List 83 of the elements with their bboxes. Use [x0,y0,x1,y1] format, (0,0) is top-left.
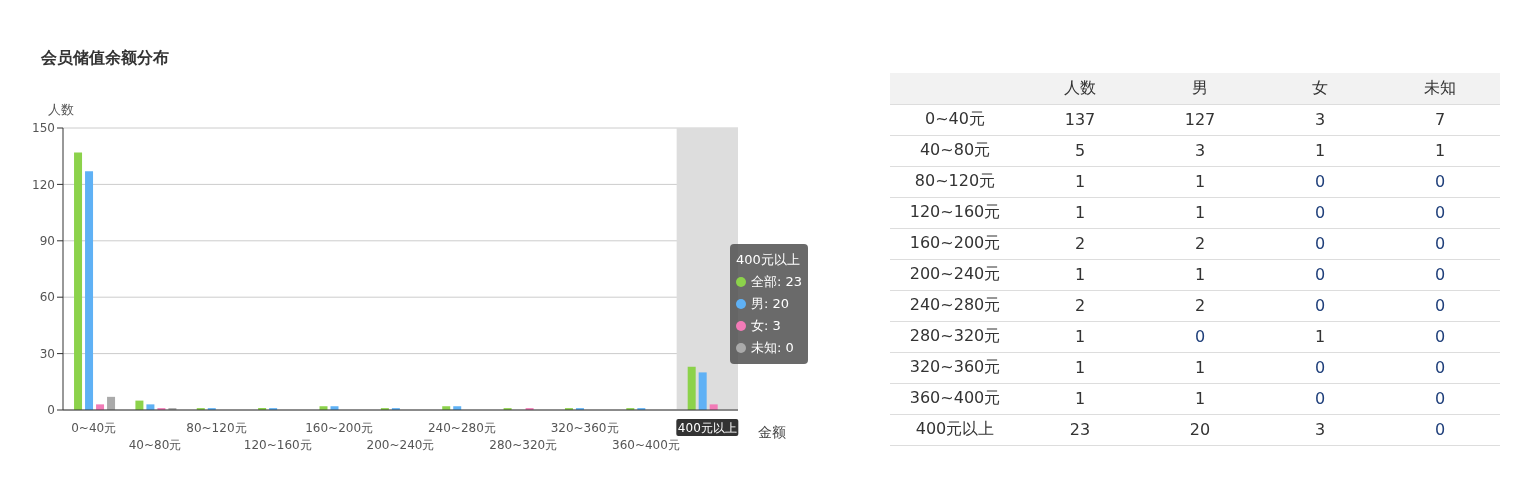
y-tick-label: 150 [32,121,55,136]
data-label: 2 [1140,228,1260,259]
data-label: 1 [1020,259,1140,290]
x-axis-title: 金额 [758,424,786,442]
data-label: 3 [1260,104,1380,135]
y-tick-label: 240~280元 [890,290,1020,321]
data-label: 0 [1380,321,1500,352]
y-tick-label: 200~240元 [890,259,1020,290]
y-tick-label: 40~80元 [890,135,1020,166]
data-label: 0 [1260,259,1380,290]
data-label: 0 [1260,383,1380,414]
x-tick-label: 200~240元 [366,438,435,452]
x-tick-label: 120~160元 [243,438,312,452]
y-axis-title: 人数 [48,101,74,119]
y-tick-label: 90 [39,234,55,249]
y-tick-label: 80~120元 [890,166,1020,197]
data-label: 1 [1020,321,1140,352]
data-label: 1 [1260,135,1380,166]
data-label: 7 [1380,104,1500,135]
x-tick-label: 240~280元 [427,421,496,435]
chart-title: 会员储值余额分布 [41,48,169,69]
data-label: 0 [1380,166,1500,197]
data-label: 127 [1140,104,1260,135]
y-tick-label: 60 [39,290,55,305]
text: 全部: 23 [751,273,803,291]
y-tick-label: 320~360元 [890,352,1020,383]
data-label: 3 [1140,135,1260,166]
data-label: 0 [1140,321,1260,352]
x-tick-label: 40~80元 [128,438,182,452]
data-label: 0 [1380,259,1500,290]
x-tick-label: 400元以上 [677,421,737,435]
x-tick-label: 360~400元 [612,438,680,452]
data-label: 1 [1020,166,1140,197]
x-tick-label: 未知 [1380,73,1500,104]
data-label: 0 [1260,352,1380,383]
data-label: 0 [1260,290,1380,321]
data-label: 0 [1380,352,1500,383]
data-label: 0 [1380,383,1500,414]
data-label: 0 [1380,228,1500,259]
y-tick-label: 280~320元 [890,321,1020,352]
x-tick-label: 人数 [1020,73,1140,104]
data-label: 1 [1140,352,1260,383]
y-tick-label: 160~200元 [890,228,1020,259]
data-label: 1 [1140,197,1260,228]
data-label: 2 [1020,290,1140,321]
y-tick-label: 30 [39,346,55,361]
data-label: 20 [1140,414,1260,445]
data-label: 0 [1260,166,1380,197]
data-label: 2 [1140,290,1260,321]
data-label: 1 [1020,197,1140,228]
data-label: 1 [1140,259,1260,290]
data-label: 5 [1020,135,1140,166]
x-tick-label: 0~40元 [71,421,117,435]
annotation: 400元以上 [736,251,800,269]
data-label: 1 [1260,321,1380,352]
x-tick-label: 80~120元 [186,421,247,435]
data-label: 0 [1380,197,1500,228]
x-tick-label: 160~200元 [305,421,374,435]
x-tick-label: 女 [1260,73,1380,104]
y-tick-label: 120~160元 [890,197,1020,228]
data-label: 1 [1380,135,1500,166]
y-tick-label: 120 [32,177,55,192]
data-label: 23 [1020,414,1140,445]
text: 未知: 0 [751,339,794,357]
data-label: 2 [1020,228,1140,259]
y-tick-label: 0~40元 [890,104,1020,135]
data-label: 0 [1380,290,1500,321]
data-label: 0 [1260,197,1380,228]
x-tick-label: 男 [1140,73,1260,104]
text: 女: 3 [751,317,781,335]
data-label: 1 [1020,352,1140,383]
data-label: 137 [1020,104,1140,135]
data-label: 1 [1140,166,1260,197]
data-label: 0 [1260,228,1380,259]
data-label: 3 [1260,414,1380,445]
x-tick-label: 320~360元 [550,421,619,435]
text: 男: 20 [751,295,790,313]
data-label: 0 [1380,414,1500,445]
y-tick-label: 0 [47,403,55,418]
data-label: 1 [1020,383,1140,414]
x-tick-label: 280~320元 [489,438,558,452]
data-label: 1 [1140,383,1260,414]
y-tick-label: 360~400元 [890,383,1020,414]
